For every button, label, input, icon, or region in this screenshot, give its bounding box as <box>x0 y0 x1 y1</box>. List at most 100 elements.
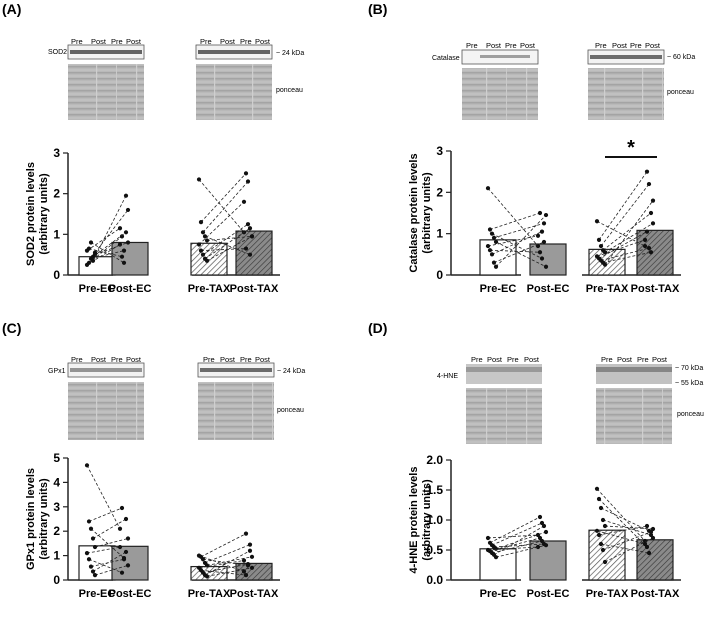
ponceau-label: ponceau <box>277 407 304 414</box>
y-tick-label: 2 <box>436 185 443 199</box>
data-point <box>602 250 608 255</box>
kda-label: ~ 70 kDa <box>675 365 703 372</box>
data-point <box>121 260 127 265</box>
data-point <box>644 169 650 174</box>
data-point <box>648 210 654 216</box>
data-point <box>119 570 125 575</box>
data-point <box>125 207 131 213</box>
x-category-label: Post-TAX <box>631 588 680 600</box>
data-point <box>88 526 94 531</box>
paired-line <box>206 567 253 577</box>
lane-label: Post <box>652 355 668 364</box>
bar <box>636 539 674 581</box>
data-point <box>543 212 549 218</box>
data-point <box>84 551 90 556</box>
data-point <box>543 529 549 535</box>
x-category-label: Post-TAX <box>230 588 279 600</box>
bar <box>479 548 517 581</box>
data-point <box>642 237 648 242</box>
paired-line <box>489 249 541 253</box>
data-point <box>243 171 249 176</box>
data-point <box>487 227 493 232</box>
panel-letter: (A) <box>2 1 21 17</box>
paired-line <box>598 171 648 241</box>
data-point <box>125 240 131 245</box>
y-tick-label: 2 <box>53 187 60 201</box>
lane-label: Post <box>617 355 633 364</box>
paired-line <box>204 235 251 256</box>
y-tick-label: 4 <box>53 475 60 489</box>
paired-line <box>598 231 648 259</box>
data-point <box>88 564 94 569</box>
data-point <box>650 535 656 541</box>
data-point <box>249 565 255 570</box>
paired-line <box>200 569 247 576</box>
blot-area: Pre Post Pre Post GPx1 Pre Post Pre Post… <box>48 355 305 440</box>
panel-c: (C) Pre Post Pre Post GPx1 Pre Post Pre … <box>2 320 305 600</box>
lane-label: Pre <box>111 355 123 364</box>
lane-labels-right: Pre Post Pre Post <box>200 37 271 46</box>
ponceau-stain <box>68 64 144 120</box>
data-point <box>249 554 255 559</box>
lane-label: Pre <box>71 355 83 364</box>
lane-label: Post <box>645 41 661 50</box>
paired-line <box>202 563 249 574</box>
paired-line <box>202 223 249 255</box>
data-point <box>541 221 547 226</box>
lane-label: Post <box>126 37 142 46</box>
data-point <box>245 222 251 227</box>
data-point <box>594 219 600 224</box>
data-point <box>196 177 202 182</box>
data-point <box>243 531 249 536</box>
panel-a: (A) Pre Post Pre Post SOD2 Pre Post Pre … <box>2 1 304 295</box>
x-category-label: Post-EC <box>109 588 152 600</box>
x-category-label: Post-TAX <box>230 283 279 295</box>
y-tick-label: 1 <box>53 549 60 563</box>
paired-line <box>495 544 547 558</box>
significance-star: * <box>627 137 635 159</box>
band-signal <box>480 55 530 58</box>
lane-label: Post <box>255 355 271 364</box>
lane-label: Pre <box>71 37 83 46</box>
lane-label: Post <box>255 37 271 46</box>
data-point <box>88 240 94 245</box>
data-point <box>204 258 210 263</box>
paired-line <box>198 201 245 245</box>
blot-area: Pre Post Pre Post Catalase Pre Post Pre … <box>432 41 695 120</box>
lane-label: Post <box>126 355 142 364</box>
y-axis-label: 4-HNE protein levels <box>408 467 420 574</box>
data-point <box>90 536 96 541</box>
band-signal <box>466 367 542 372</box>
x-category-label: Post-TAX <box>631 283 680 295</box>
panel-letter: (B) <box>368 1 387 17</box>
data-point <box>602 262 608 267</box>
x-category-label: Pre-TAX <box>586 283 629 295</box>
data-point <box>648 250 654 255</box>
paired-line <box>92 231 127 258</box>
data-point <box>535 544 541 550</box>
lane-label: Post <box>486 41 502 50</box>
lane-label: Pre <box>111 37 123 46</box>
paired-line <box>206 236 253 262</box>
y-tick-label: 1.5 <box>426 483 443 497</box>
paired-line <box>198 179 245 233</box>
paired-line <box>495 241 547 268</box>
paired-line <box>489 537 541 552</box>
paired-line <box>92 195 127 261</box>
paired-line <box>202 181 249 233</box>
data-point <box>539 256 545 261</box>
data-point <box>90 569 96 574</box>
data-point <box>487 248 493 253</box>
y-tick-label: 0 <box>436 268 443 282</box>
data-point <box>241 558 247 563</box>
data-point <box>537 535 543 541</box>
y-axis-label: GPx1 protein levels <box>25 468 37 570</box>
paired-line <box>200 248 247 251</box>
data-point <box>535 233 541 238</box>
kda-label: ~ 60 kDa <box>667 54 695 61</box>
data-point <box>92 250 98 255</box>
data-point <box>648 532 654 538</box>
lane-label: Post <box>520 41 536 50</box>
paired-line <box>94 564 129 576</box>
